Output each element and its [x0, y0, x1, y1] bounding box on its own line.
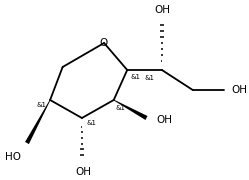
- Text: HO: HO: [5, 152, 21, 162]
- Text: &1: &1: [144, 75, 154, 81]
- Text: &1: &1: [87, 120, 97, 126]
- Text: &1: &1: [36, 102, 46, 108]
- Text: OH: OH: [156, 115, 172, 125]
- Text: O: O: [99, 38, 107, 48]
- Text: OH: OH: [155, 5, 171, 15]
- Text: &1: &1: [130, 74, 140, 80]
- Text: OH: OH: [231, 85, 247, 95]
- Text: &1: &1: [116, 105, 126, 111]
- Polygon shape: [114, 100, 147, 120]
- Text: OH: OH: [76, 167, 92, 177]
- Polygon shape: [25, 100, 51, 144]
